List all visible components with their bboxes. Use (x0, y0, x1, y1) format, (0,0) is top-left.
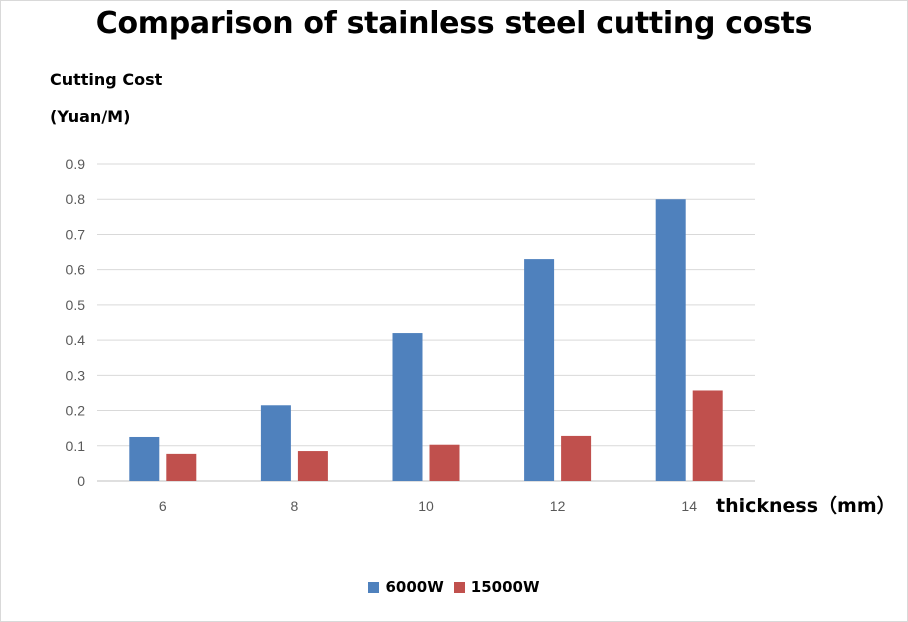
y-tick-label: 0.7 (66, 226, 86, 242)
legend-swatch-15000w (453, 581, 465, 593)
bar-15000w (692, 390, 723, 481)
bar-15000w (429, 444, 460, 481)
y-tick-label: 0.6 (66, 262, 86, 278)
y-tick-label: 0.5 (66, 297, 86, 313)
bar-15000w (561, 435, 592, 481)
y-tick-label: 0.1 (66, 438, 86, 454)
legend-label-15000w: 15000W (470, 578, 540, 596)
bar-6000w (655, 199, 686, 481)
y-tick-label: 0.3 (66, 367, 86, 383)
y-tick-label: 0 (77, 473, 85, 489)
legend: 6000W 15000W (0, 578, 908, 596)
x-tick-label: 12 (550, 498, 566, 514)
legend-label-6000w: 6000W (385, 578, 444, 596)
legend-item-15000w: 15000W (453, 578, 540, 596)
bar-6000w (524, 259, 555, 481)
x-tick-label: 14 (681, 498, 697, 514)
x-tick-label: 8 (291, 498, 299, 514)
legend-swatch-6000w (368, 581, 380, 593)
y-axis-label: Cutting Cost (50, 70, 163, 89)
bar-6000w (260, 405, 291, 481)
x-tick-label: 10 (418, 498, 434, 514)
legend-item-6000w: 6000W (368, 578, 444, 596)
y-axis-unit-label: (Yuan/M) (50, 107, 131, 126)
bar-6000w (129, 436, 160, 481)
bar-15000w (166, 453, 197, 481)
y-tick-label: 0.2 (66, 403, 86, 419)
y-tick-label: 0.9 (66, 156, 86, 172)
y-tick-label: 0.4 (66, 332, 86, 348)
bar-6000w (392, 333, 423, 481)
bar-15000w (297, 451, 328, 481)
x-axis-label: thickness（mm） (716, 495, 896, 517)
x-tick-label: 6 (159, 498, 167, 514)
chart-title: Comparison of stainless steel cutting co… (95, 6, 813, 41)
y-tick-label: 0.8 (66, 191, 86, 207)
